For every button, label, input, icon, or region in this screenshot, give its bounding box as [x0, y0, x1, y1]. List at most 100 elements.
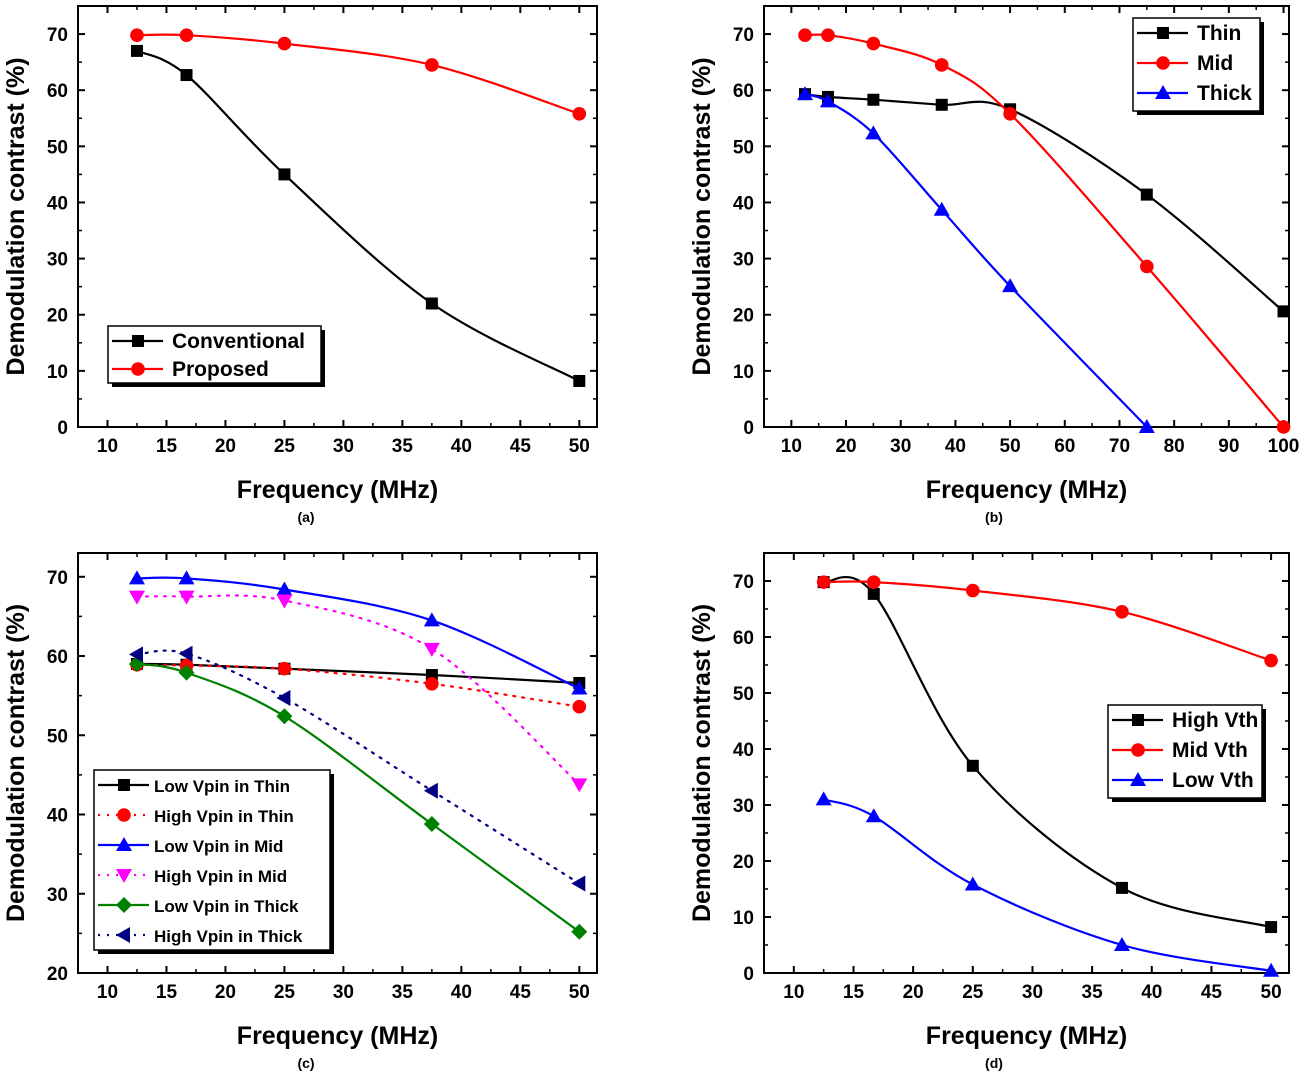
data-point	[179, 28, 194, 42]
x-tick-label: 20	[215, 982, 236, 1003]
legend-label: Thick	[1197, 82, 1252, 105]
x-tick-label: 40	[451, 436, 472, 457]
data-point	[934, 58, 949, 72]
legend-label: High Vpin in Thick	[154, 927, 303, 946]
data-point	[1140, 188, 1153, 201]
x-tick-label: 25	[962, 982, 984, 1003]
x-tick-label: 20	[215, 436, 236, 457]
data-point	[867, 93, 880, 106]
legend-marker	[116, 837, 132, 851]
data-point	[1138, 419, 1155, 433]
x-tick-label: 50	[1000, 436, 1021, 457]
x-tick-label: 10	[781, 436, 802, 457]
y-tick-label: 50	[47, 137, 68, 158]
x-tick-label: 40	[1141, 982, 1162, 1003]
x-tick-label: 30	[333, 982, 354, 1003]
x-tick-label: 30	[1022, 982, 1043, 1003]
data-point	[277, 36, 292, 51]
y-tick-label: 30	[47, 250, 68, 271]
legend-label: Low Vpin in Thin	[154, 777, 290, 796]
panel-label: (d)	[985, 1055, 1003, 1071]
data-point	[1140, 259, 1154, 274]
data-point	[178, 570, 195, 585]
data-point	[571, 778, 588, 793]
series-mid	[798, 28, 1291, 434]
y-tick-label: 70	[733, 572, 754, 593]
x-tick-label: 30	[333, 436, 354, 457]
y-tick-label: 10	[733, 362, 754, 383]
legend: Low Vpin in Thin High Vpin in Thin Low Vpi…	[93, 769, 334, 954]
series-low-vpin-in-thin	[130, 657, 586, 689]
legend-label: Low Vth	[1172, 769, 1254, 792]
series-high-vpin-in-mid	[128, 590, 588, 793]
y-tick-label: 60	[47, 647, 68, 668]
y-tick-label: 30	[47, 885, 68, 906]
data-point	[276, 594, 293, 609]
data-point	[935, 98, 948, 111]
y-axis-title: Demodulation contrast (%)	[688, 604, 716, 922]
x-tick-label: 45	[510, 982, 532, 1003]
data-point	[423, 612, 440, 627]
data-point	[571, 875, 586, 892]
chart-panel-d: 10 15 20 25 30 35 40 45 50 0 10 20 30 40 50 60 70 Frequen…	[688, 552, 1290, 1071]
y-tick-label: 40	[733, 740, 754, 761]
data-point	[933, 201, 950, 216]
data-point	[425, 297, 438, 310]
series-high-vpin-in-thick	[128, 645, 586, 892]
data-point	[819, 93, 836, 108]
x-axis-title: Frequency (MHz)	[926, 476, 1127, 504]
y-tick-label: 40	[733, 193, 754, 214]
legend-label: Thin	[1197, 22, 1241, 45]
legend-box	[93, 769, 331, 951]
legend-marker	[117, 808, 131, 822]
data-point	[571, 680, 588, 695]
legend-marker	[1156, 56, 1170, 70]
data-point	[278, 168, 291, 181]
legend-label: High Vpin in Thin	[154, 807, 294, 826]
y-tick-label: 40	[47, 193, 68, 214]
x-tick-label: 40	[451, 982, 472, 1003]
legend-marker	[116, 897, 132, 913]
x-tick-label: 35	[392, 982, 414, 1003]
legend-marker	[1132, 714, 1144, 726]
series-line	[803, 93, 1148, 429]
legend-label: Low Vpin in Mid	[154, 837, 283, 856]
x-tick-label: 100	[1268, 436, 1300, 457]
data-point	[1265, 921, 1278, 934]
legend: Thin Mid Thick	[1132, 17, 1264, 115]
x-tick-label: 15	[156, 982, 178, 1003]
y-axis-title: Demodulation contrast (%)	[2, 57, 30, 375]
y-axis-title: Demodulation contrast (%)	[2, 604, 30, 922]
series-high-vth	[817, 575, 1278, 934]
y-tick-label: 20	[733, 306, 754, 327]
data-point	[572, 699, 587, 714]
series-line	[803, 93, 1285, 313]
x-tick-label: 50	[1261, 982, 1282, 1003]
data-point	[964, 876, 981, 891]
data-point	[1264, 653, 1278, 668]
data-point	[815, 791, 832, 806]
legend: Conventional Proposed	[107, 325, 325, 387]
data-point	[276, 708, 293, 725]
x-tick-label: 20	[903, 982, 924, 1003]
data-point	[130, 44, 143, 57]
chart-panel-c: 10 15 20 25 30 35 40 45 50 20 30 40 50 60 70 Frequency …	[2, 552, 598, 1071]
data-point	[1113, 937, 1130, 951]
x-tick-label: 10	[783, 982, 804, 1003]
x-tick-label: 25	[274, 982, 296, 1003]
y-tick-label: 60	[733, 628, 754, 649]
legend-marker	[131, 362, 145, 376]
data-point	[423, 782, 438, 799]
x-axis-title: Frequency (MHz)	[237, 1022, 438, 1050]
y-tick-label: 70	[47, 25, 68, 46]
x-tick-label: 80	[1164, 436, 1185, 457]
data-point	[277, 661, 292, 676]
x-tick-label: 50	[569, 982, 590, 1003]
legend-marker	[1155, 85, 1171, 99]
plot-frame	[77, 552, 598, 974]
legend-marker	[118, 779, 130, 791]
series-low-vpin-in-thick	[128, 655, 588, 940]
x-tick-label: 45	[510, 436, 532, 457]
panel-label: (a)	[297, 509, 314, 525]
y-tick-label: 10	[47, 362, 68, 383]
